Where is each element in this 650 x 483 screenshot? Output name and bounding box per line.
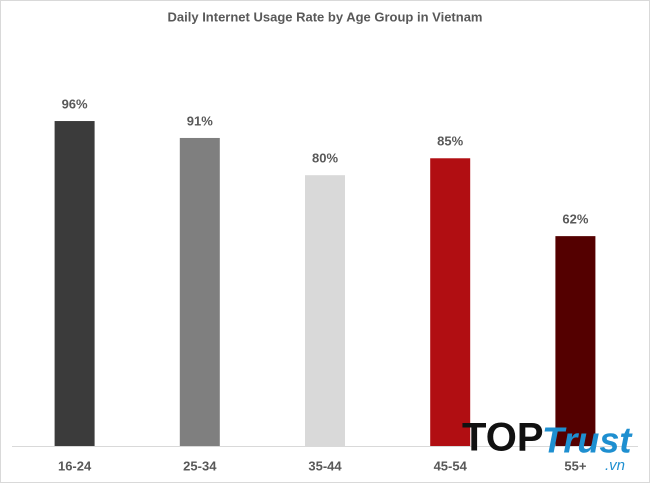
watermark-brand: TOP	[462, 416, 544, 460]
x-tick-label: 16-24	[58, 458, 92, 473]
data-label: 80%	[312, 151, 338, 166]
x-tick-label: 35-44	[308, 458, 342, 473]
bar	[305, 175, 345, 446]
x-tick-label: 55+	[564, 458, 586, 473]
watermark: TOP Trust .vn	[462, 416, 633, 474]
data-label: 91%	[187, 113, 213, 128]
data-label: 62%	[562, 212, 588, 227]
bar	[54, 121, 95, 446]
watermark-suffix: .vn	[605, 457, 625, 474]
chart-title: Daily Internet Usage Rate by Age Group i…	[168, 9, 483, 24]
x-tick-label: 25-34	[183, 458, 217, 473]
x-tick-label: 45-54	[434, 458, 468, 473]
watermark-name: Trust	[542, 420, 633, 461]
bar	[430, 158, 471, 446]
bar	[179, 137, 220, 446]
data-label: 85%	[437, 134, 463, 149]
data-label: 96%	[62, 96, 88, 111]
bar	[555, 236, 596, 446]
